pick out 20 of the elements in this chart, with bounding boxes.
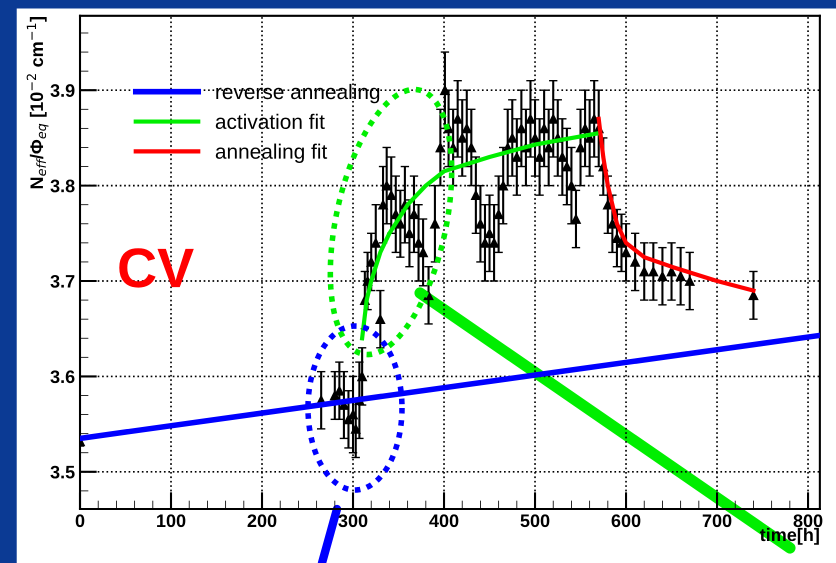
x-tick-label: 100 xyxy=(157,514,186,528)
x-tick-label: 600 xyxy=(612,514,640,528)
x-tick-label: 700 xyxy=(702,514,732,528)
x-tick-label: 400 xyxy=(429,514,458,528)
x-tick-label: 800 xyxy=(794,514,822,528)
legend-label: activation fit xyxy=(216,114,325,130)
x-tick-label: 0 xyxy=(76,514,84,528)
legend-label: annealing fit xyxy=(216,144,328,163)
y-tick-label: 3.8 xyxy=(50,180,75,192)
y-tick-label: 3.6 xyxy=(50,370,74,384)
y-tick-label: 3.7 xyxy=(50,274,74,288)
line-series xyxy=(596,116,756,293)
x-tick-label: 500 xyxy=(520,514,550,528)
y-tick-label: 3.9 xyxy=(50,84,74,97)
x-tick-label: 200 xyxy=(248,514,276,528)
x-tick-label: 300 xyxy=(338,514,368,528)
annotation: CV xyxy=(119,248,194,288)
y-tick-label: 3.5 xyxy=(50,466,75,479)
text: N$_{eff}$/Φ$_{eq}$ [10$^{−2}$ cm$^{−1}$] xyxy=(26,17,48,188)
legend-label: reverse annealing xyxy=(216,84,380,104)
